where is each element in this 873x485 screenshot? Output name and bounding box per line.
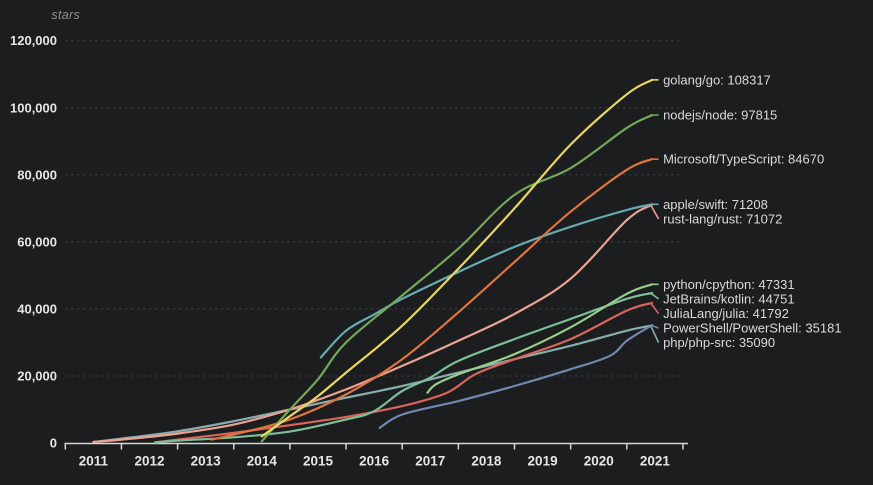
series-leader-php-php-src bbox=[649, 325, 660, 344]
series-line-rust-lang-rust bbox=[92, 203, 654, 444]
series-line-microsoft-typescript bbox=[210, 158, 654, 441]
y-tick-label: 0 bbox=[50, 436, 57, 451]
x-tick-label-2014: 2014 bbox=[247, 454, 278, 469]
x-tick-label-2020: 2020 bbox=[584, 454, 614, 469]
series-label-microsoft-typescript: Microsoft/TypeScript: 84670 bbox=[663, 152, 824, 167]
series-label-apple-swift: apple/swift: 71208 bbox=[663, 197, 768, 212]
series-line-powershell-powershell bbox=[378, 324, 654, 429]
series-leader-rust-lang-rust bbox=[649, 204, 660, 220]
series-label-jetbrains-kotlin: JetBrains/kotlin: 44751 bbox=[663, 291, 795, 306]
x-tick-label-2019: 2019 bbox=[528, 454, 558, 469]
x-tick-label-2013: 2013 bbox=[191, 454, 222, 469]
series-line-julialang-julia bbox=[154, 301, 654, 444]
y-tick-label: 80,000 bbox=[17, 167, 57, 182]
x-tick-label-2016: 2016 bbox=[359, 454, 390, 469]
x-tick-label-2015: 2015 bbox=[303, 454, 334, 469]
x-tick-label-2021: 2021 bbox=[640, 454, 671, 469]
y-axis-title: stars bbox=[51, 8, 80, 22]
series-line-golang-go bbox=[260, 78, 654, 438]
series-line-apple-swift bbox=[319, 203, 654, 359]
series-leader-powershell-powershell bbox=[650, 324, 659, 329]
series-label-php-php-src: php/php-src: 35090 bbox=[663, 335, 775, 350]
y-tick-label: 60,000 bbox=[17, 234, 57, 249]
series-line-jetbrains-kotlin bbox=[154, 291, 654, 444]
series-leader-julialang-julia bbox=[649, 302, 660, 315]
y-tick-label: 40,000 bbox=[17, 301, 57, 316]
series-label-julialang-julia: JuliaLang/julia: 41792 bbox=[663, 306, 789, 321]
series-label-powershell-powershell: PowerShell/PowerShell: 35181 bbox=[663, 321, 842, 336]
y-tick-label: 120,000 bbox=[10, 33, 57, 48]
series-label-rust-lang-rust: rust-lang/rust: 71072 bbox=[663, 211, 782, 226]
series-line-php-php-src bbox=[92, 324, 654, 444]
series-leader-jetbrains-kotlin bbox=[650, 292, 660, 300]
x-tick-label-2018: 2018 bbox=[471, 454, 502, 469]
y-tick-label: 100,000 bbox=[10, 100, 57, 115]
series-label-golang-go: golang/go: 108317 bbox=[663, 72, 771, 87]
series-line-python-cpython bbox=[426, 283, 654, 394]
series-label-python-cpython: python/cpython: 47331 bbox=[663, 277, 795, 292]
x-tick-label-2011: 2011 bbox=[79, 454, 109, 469]
x-tick-label-2012: 2012 bbox=[135, 454, 165, 469]
x-tick-label-2017: 2017 bbox=[415, 454, 445, 469]
series-line-nodejs-node bbox=[260, 114, 654, 443]
series-label-nodejs-node: nodejs/node: 97815 bbox=[663, 108, 777, 123]
y-tick-label: 20,000 bbox=[17, 368, 57, 383]
